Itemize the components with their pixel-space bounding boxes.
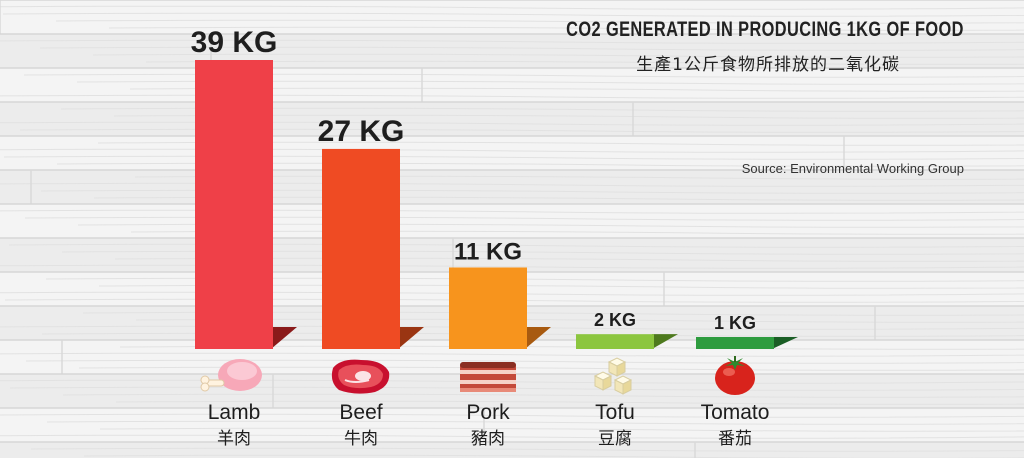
category-label-tomato: Tomato	[701, 401, 770, 424]
category-label-zh-tomato: 番茄	[718, 429, 752, 449]
category-label-tofu: Tofu	[595, 401, 635, 424]
bar-beef	[322, 148, 400, 349]
tofu-cubes-icon	[593, 357, 633, 395]
category-label-pork: Pork	[466, 401, 510, 424]
value-label-tomato: 1 KG	[714, 313, 756, 333]
category-label-zh-tofu: 豆腐	[598, 429, 632, 449]
bar-shadow	[772, 337, 798, 349]
chart-title: CO2 GENERATED IN PRODUCING 1KG OF FOOD	[566, 18, 964, 41]
bar-shadow	[652, 334, 678, 349]
pork-belly-icon	[460, 362, 516, 392]
chart-subtitle: 生產1公斤食物所排放的二氧化碳	[636, 55, 900, 75]
category-label-zh-beef: 牛肉	[344, 429, 378, 449]
category-label-lamb: Lamb	[208, 401, 261, 424]
value-label-lamb: 39 KG	[191, 26, 278, 59]
bars-layer	[195, 60, 798, 349]
value-label-beef: 27 KG	[318, 115, 405, 148]
value-label-tofu: 2 KG	[594, 310, 636, 330]
value-label-pork: 11 KG	[454, 238, 522, 265]
bar-tomato	[696, 337, 774, 349]
icons-layer	[200, 356, 755, 395]
beef-steak-icon	[331, 359, 390, 394]
category-label-beef: Beef	[339, 401, 382, 424]
bar-shadow	[271, 327, 297, 349]
category-label-zh-pork: 豬肉	[471, 429, 505, 449]
lamb-leg-icon	[200, 359, 262, 392]
bar-shadow	[398, 327, 424, 349]
bar-lamb	[195, 60, 273, 349]
bar-tofu	[576, 334, 654, 349]
category-label-zh-lamb: 羊肉	[217, 429, 251, 449]
bar-pork	[449, 267, 527, 349]
labels-layer: 39 KG Lamb 羊肉 27 KG Beef 牛肉 11 KG Pork 豬肉 2 KG Tof…	[191, 26, 770, 449]
tomato-icon	[715, 356, 755, 395]
source-note: Source: Environmental Working Group	[741, 161, 964, 176]
bar-shadow	[525, 327, 551, 349]
